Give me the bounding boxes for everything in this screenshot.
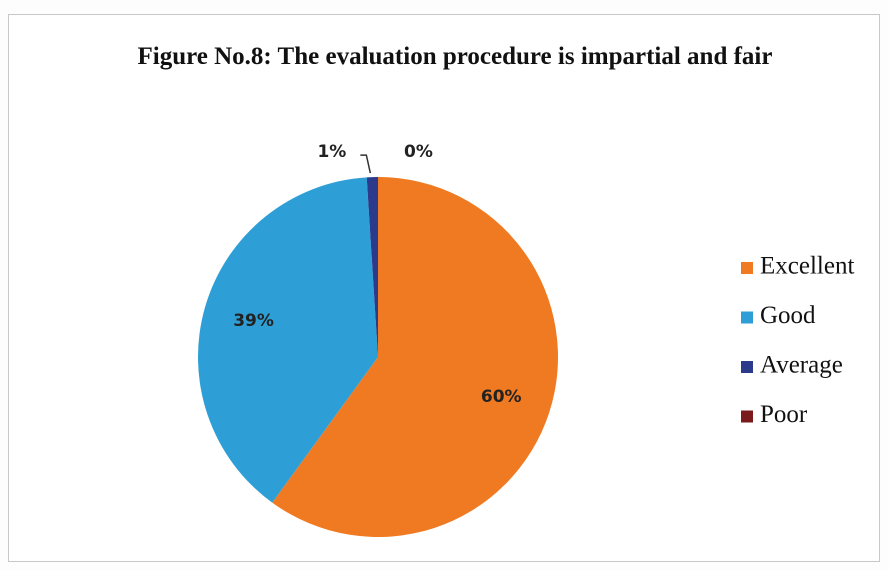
data-label: 39%	[233, 311, 274, 331]
legend-label: Excellent	[760, 253, 854, 280]
legend-label: Good	[760, 302, 816, 329]
data-label: 60%	[481, 387, 522, 407]
chart-title: Figure No.8: The evaluation procedure is…	[137, 43, 773, 70]
legend-swatch	[741, 361, 753, 373]
legend-swatch	[741, 311, 753, 324]
pie-slice	[272, 177, 559, 538]
legend-label: Average	[760, 352, 843, 379]
leader-line	[360, 154, 372, 174]
data-label: 1%	[317, 142, 346, 162]
legend-swatch	[741, 410, 753, 423]
legend-label: Poor	[760, 401, 808, 428]
pie-slice	[198, 177, 378, 503]
data-label: 0%	[404, 142, 433, 162]
legend-swatch	[741, 262, 753, 274]
pie-slice	[366, 177, 378, 357]
